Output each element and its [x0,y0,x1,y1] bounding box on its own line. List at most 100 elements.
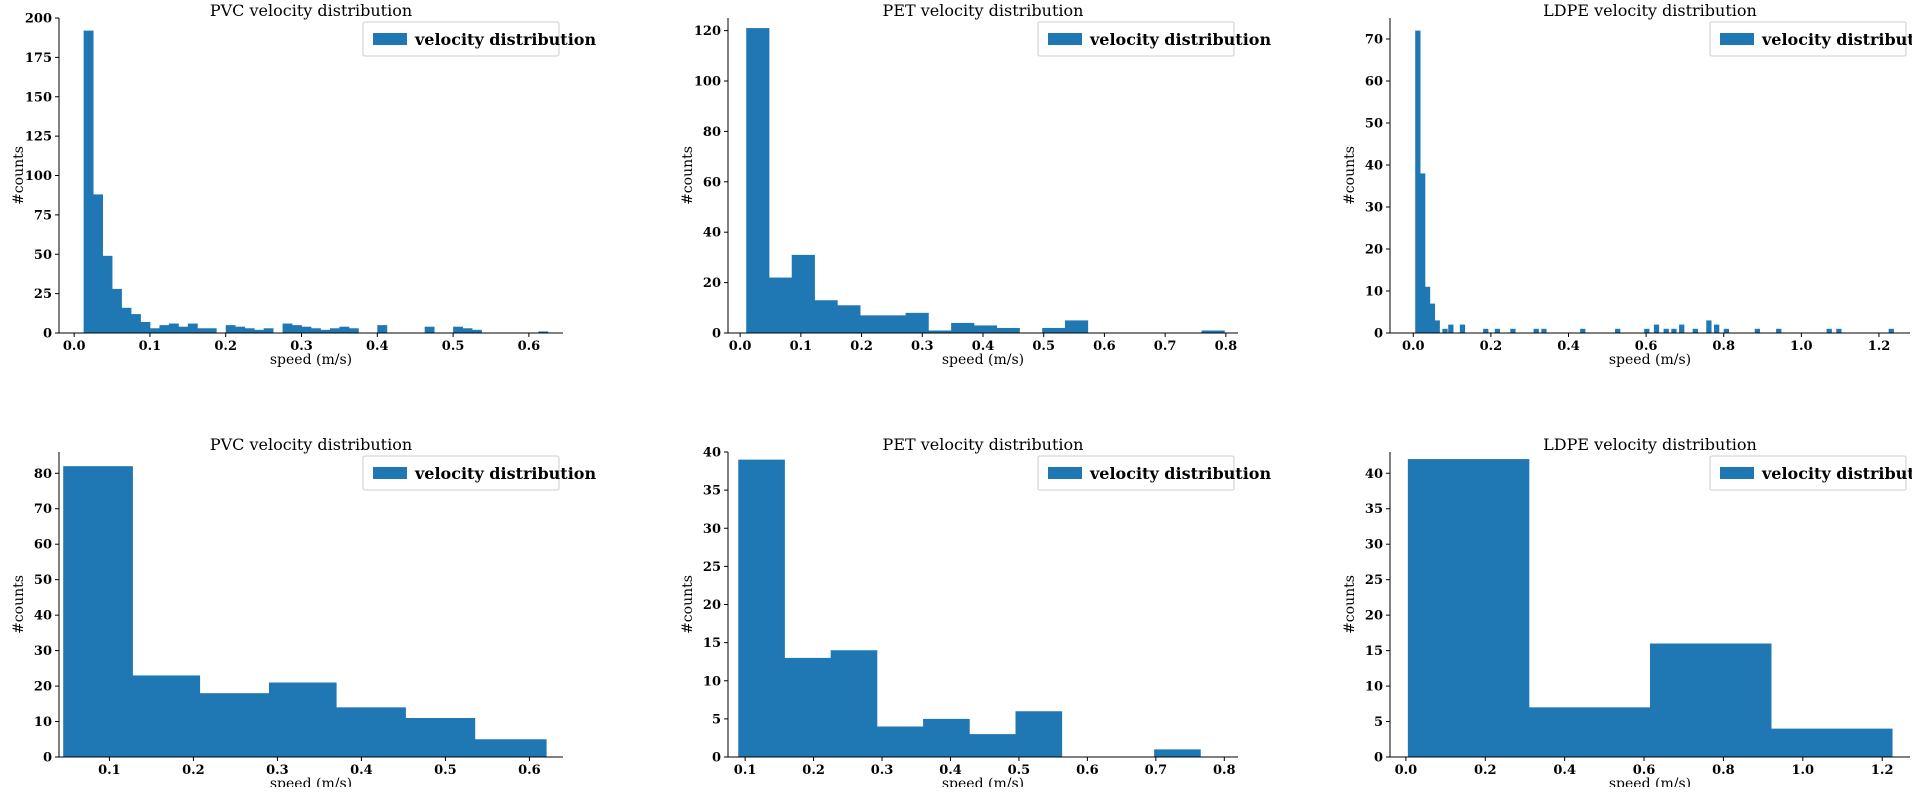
x-tick-label: 0.4 [1553,763,1576,778]
x-tick-label: 0.6 [1635,339,1658,354]
x-tick-label: 0.5 [1032,339,1055,354]
x-tick-label: 0.3 [266,763,289,778]
subplot-4: 0.1 0.2 0.3 0.4 0.5 0.6 0 10 20 30 40 50 60 70 80 PVC v… [11,435,596,792]
subplot-3: 0.0 0.2 0.4 0.6 0.8 1.0 1.2 0 10 20 30 40 50 60 70 LDPE… [1342,1,1912,368]
histogram-bar [923,718,970,758]
y-tick-label: 15 [1365,644,1383,659]
y-tick-label: 150 [25,90,52,105]
histogram-bar [1826,328,1832,333]
x-tick-label: 1.0 [1790,339,1813,354]
x-tick-label: 0.0 [729,339,752,354]
histogram-bar [1650,643,1772,757]
y-tick-label: 10 [1365,285,1383,300]
histogram-bar [1771,728,1893,757]
y-tick-label: 80 [703,125,721,140]
x-tick-label: 0.2 [1474,763,1497,778]
histogram-bar [746,28,770,334]
histogram-bar [405,717,476,757]
histogram-bar [102,255,113,333]
histogram-bar [768,277,793,333]
y-tick-label: 20 [1365,609,1383,624]
chart-title: LDPE velocity distribution [1543,435,1757,454]
subplot-5: 0.1 0.2 0.3 0.4 0.5 0.6 0.7 0.8 0 5 10 15 20 25 30 35 40… [680,435,1271,792]
y-tick-label: 40 [34,609,52,624]
y-tick-label: 30 [703,522,721,537]
histogram-bar [131,314,141,333]
x-tick-label: 0.3 [911,339,934,354]
x-axis-label: speed (m/s) [1609,776,1691,787]
x-tick-label: 0.0 [1402,339,1425,354]
legend-label: velocity distribution [414,464,596,483]
histogram-bar [996,327,1020,333]
y-tick-label: 60 [34,538,52,553]
legend-swatch [1048,33,1082,45]
legend-swatch [1720,33,1754,45]
y-tick-label: 0 [43,327,52,342]
x-tick-label: 0.6 [1076,763,1099,778]
x-tick-label: 0.5 [442,339,465,354]
histogram-bar [235,326,246,333]
y-tick-label: 0 [1374,327,1383,342]
histogram-bar [132,675,201,757]
histogram-bar [112,288,122,333]
y-tick-label: 30 [1365,201,1383,216]
x-tick-label: 0.1 [98,763,121,778]
y-tick-label: 20 [1365,243,1383,258]
x-tick-label: 0.2 [802,763,825,778]
x-tick-label: 1.2 [1871,763,1894,778]
histogram-bar [1679,324,1685,333]
y-tick-label: 100 [694,75,721,90]
y-tick-label: 0 [712,327,721,342]
histogram-bar [738,459,785,758]
chart-title: PVC velocity distribution [210,435,412,454]
histogram-bar [336,707,406,757]
histogram-bar [860,315,884,333]
y-tick-label: 80 [34,467,52,482]
histogram-bar [882,315,906,333]
y-axis-label: #counts [11,575,27,634]
y-tick-label: 10 [1365,680,1383,695]
histogram-bar [197,328,208,333]
x-tick-label: 0.4 [1557,339,1580,354]
y-tick-label: 20 [34,680,52,695]
y-tick-label: 200 [25,12,52,27]
histogram-bar [1580,328,1586,333]
y-tick-label: 40 [1365,159,1383,174]
chart-title: PVC velocity distribution [210,1,412,20]
x-axis-label: speed (m/s) [942,352,1024,368]
y-tick-label: 25 [1365,573,1383,588]
y-tick-label: 70 [34,502,52,517]
histogram-bar [263,328,274,333]
legend-box [362,21,560,57]
y-tick-label: 40 [703,446,721,461]
histogram-bar [1448,324,1454,333]
y-tick-label: 60 [1365,75,1383,90]
histogram-bar [1692,328,1698,333]
histogram-bar [1494,328,1501,333]
histogram-bar [876,726,924,757]
histogram-bar [140,321,151,333]
histogram-bar [830,650,878,757]
histogram-bar [1836,328,1842,333]
histogram-bar [1415,30,1421,333]
subplot-2: 0.0 0.1 0.2 0.3 0.4 0.5 0.6 0.7 0.8 0 20 40 60 80 100 1… [680,1,1271,368]
histogram-bar [292,325,302,334]
y-tick-label: 20 [703,276,721,291]
y-tick-label: 10 [34,715,52,730]
y-tick-label: 35 [703,484,721,499]
histogram-bar [1483,328,1489,333]
histogram-bar [905,312,929,333]
histogram-bar [311,328,321,333]
x-tick-label: 0.3 [871,763,894,778]
histogram-bar [928,330,952,333]
y-tick-label: 15 [703,636,721,651]
histogram-bar [187,323,198,333]
x-tick-label: 0.8 [1215,339,1238,354]
x-tick-label: 1.2 [1868,339,1891,354]
y-tick-label: 100 [25,169,52,184]
legend-label: velocity distribution [414,30,596,49]
x-tick-label: 0.2 [1480,339,1503,354]
histogram-bar [1015,711,1063,757]
subplot-6: 0.0 0.2 0.4 0.6 0.8 1.0 1.2 0 5 10 15 20 25 30 35 40 LDP… [1342,435,1912,792]
